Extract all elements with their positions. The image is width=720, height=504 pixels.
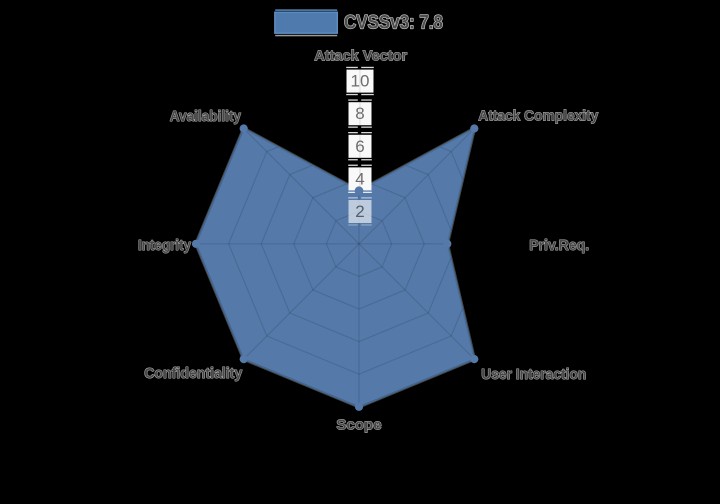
- svg-text:Attack Complexity: Attack Complexity: [478, 108, 599, 124]
- svg-text:User Interaction: User Interaction: [481, 367, 586, 383]
- svg-text:Priv.Req.: Priv.Req.: [529, 238, 589, 254]
- svg-text:Integrity: Integrity: [138, 238, 192, 254]
- svg-text:4: 4: [355, 169, 364, 188]
- svg-text:Confidentiality: Confidentiality: [144, 366, 243, 382]
- svg-text:6: 6: [355, 137, 364, 156]
- svg-text:Scope: Scope: [336, 418, 381, 434]
- svg-text:10: 10: [351, 72, 370, 91]
- svg-text:8: 8: [355, 104, 364, 123]
- svg-text:Attack Vector: Attack Vector: [314, 48, 407, 64]
- svg-text:2: 2: [355, 202, 364, 221]
- svg-text:CVSSv3: 7.8: CVSSv3: 7.8: [344, 12, 443, 33]
- svg-text:Availability: Availability: [170, 109, 242, 125]
